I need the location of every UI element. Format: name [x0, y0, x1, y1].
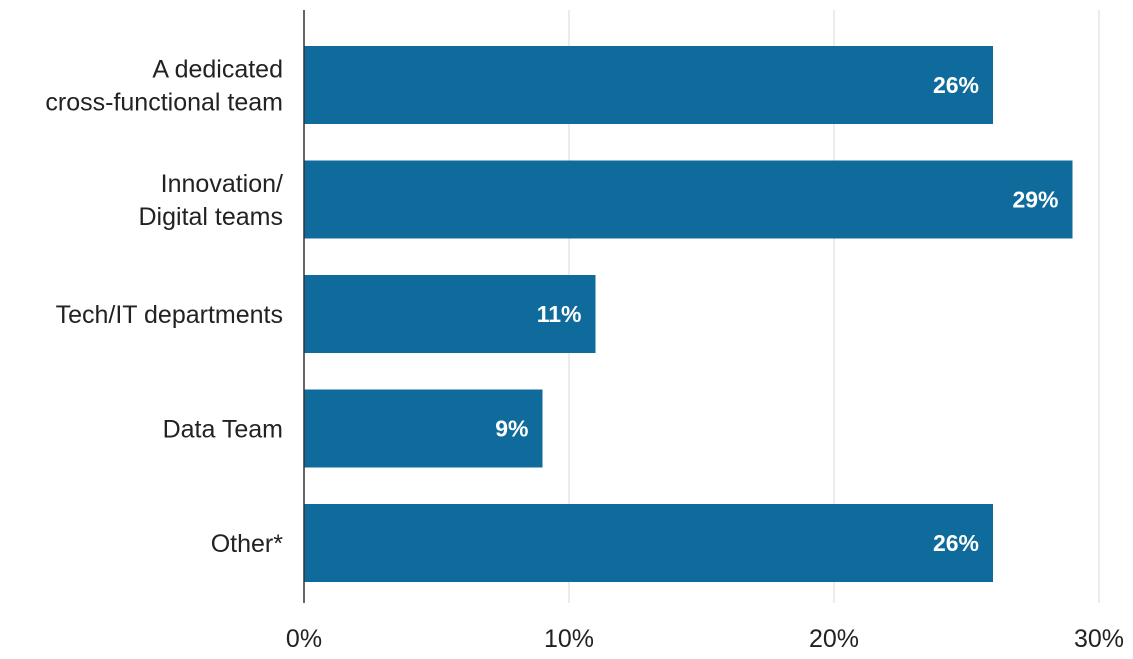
- category-label: Tech/IT departments: [56, 301, 283, 329]
- bar-value-label: 9%: [495, 416, 528, 442]
- x-tick-label: 30%: [1074, 625, 1124, 653]
- bar-value-label: 26%: [933, 72, 979, 98]
- bar-value-label: 26%: [933, 530, 979, 556]
- bar-value-label: 29%: [1012, 187, 1058, 213]
- category-label: Digital teams: [139, 203, 284, 231]
- x-tick-label: 10%: [544, 625, 594, 653]
- bar-value-label: 11%: [537, 301, 582, 327]
- bar: [304, 389, 543, 468]
- labels: 0% 10% 20% 30% 26% A dedicated cross-functiona…: [45, 56, 1124, 654]
- bar: [304, 504, 993, 582]
- bar: [304, 46, 993, 124]
- bar: [304, 275, 596, 353]
- x-tick-label: 0%: [286, 625, 322, 653]
- category-label: cross-functional team: [45, 89, 283, 117]
- category-label: Other*: [211, 530, 284, 558]
- x-tick-label: 20%: [809, 625, 859, 653]
- bar: [304, 160, 1073, 239]
- category-label: Data Team: [163, 416, 283, 444]
- category-label: A dedicated: [152, 56, 283, 84]
- category-label: Innovation/: [161, 170, 283, 198]
- bars: [304, 46, 1073, 582]
